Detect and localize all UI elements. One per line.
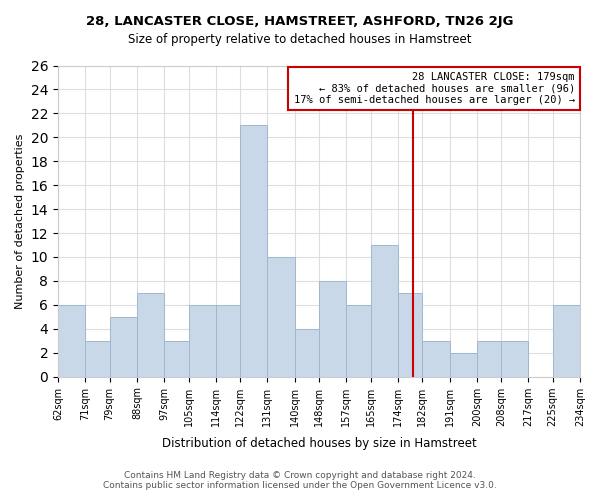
Bar (137, 293, 164, 376)
Bar (553, 305, 580, 376)
Bar (240, 126, 268, 376)
Text: Contains HM Land Registry data © Crown copyright and database right 2024.
Contai: Contains HM Land Registry data © Crown c… (103, 470, 497, 490)
Bar (85, 341, 110, 376)
Bar (164, 341, 188, 376)
Text: 28, LANCASTER CLOSE, HAMSTREET, ASHFORD, TN26 2JG: 28, LANCASTER CLOSE, HAMSTREET, ASHFORD,… (86, 15, 514, 28)
Bar (110, 317, 137, 376)
Bar (346, 305, 371, 376)
Bar (268, 257, 295, 376)
Bar (371, 245, 398, 376)
Bar (501, 341, 529, 376)
Bar (477, 341, 501, 376)
Text: 28 LANCASTER CLOSE: 179sqm
← 83% of detached houses are smaller (96)
17% of semi: 28 LANCASTER CLOSE: 179sqm ← 83% of deta… (293, 72, 575, 105)
Bar (295, 329, 319, 376)
Bar (398, 293, 422, 376)
Bar (58, 305, 85, 376)
Text: Size of property relative to detached houses in Hamstreet: Size of property relative to detached ho… (128, 32, 472, 46)
Bar (319, 281, 346, 376)
Bar (188, 305, 216, 376)
Bar (449, 352, 477, 376)
Bar (422, 341, 449, 376)
Y-axis label: Number of detached properties: Number of detached properties (15, 134, 25, 309)
X-axis label: Distribution of detached houses by size in Hamstreet: Distribution of detached houses by size … (161, 437, 476, 450)
Bar (216, 305, 240, 376)
